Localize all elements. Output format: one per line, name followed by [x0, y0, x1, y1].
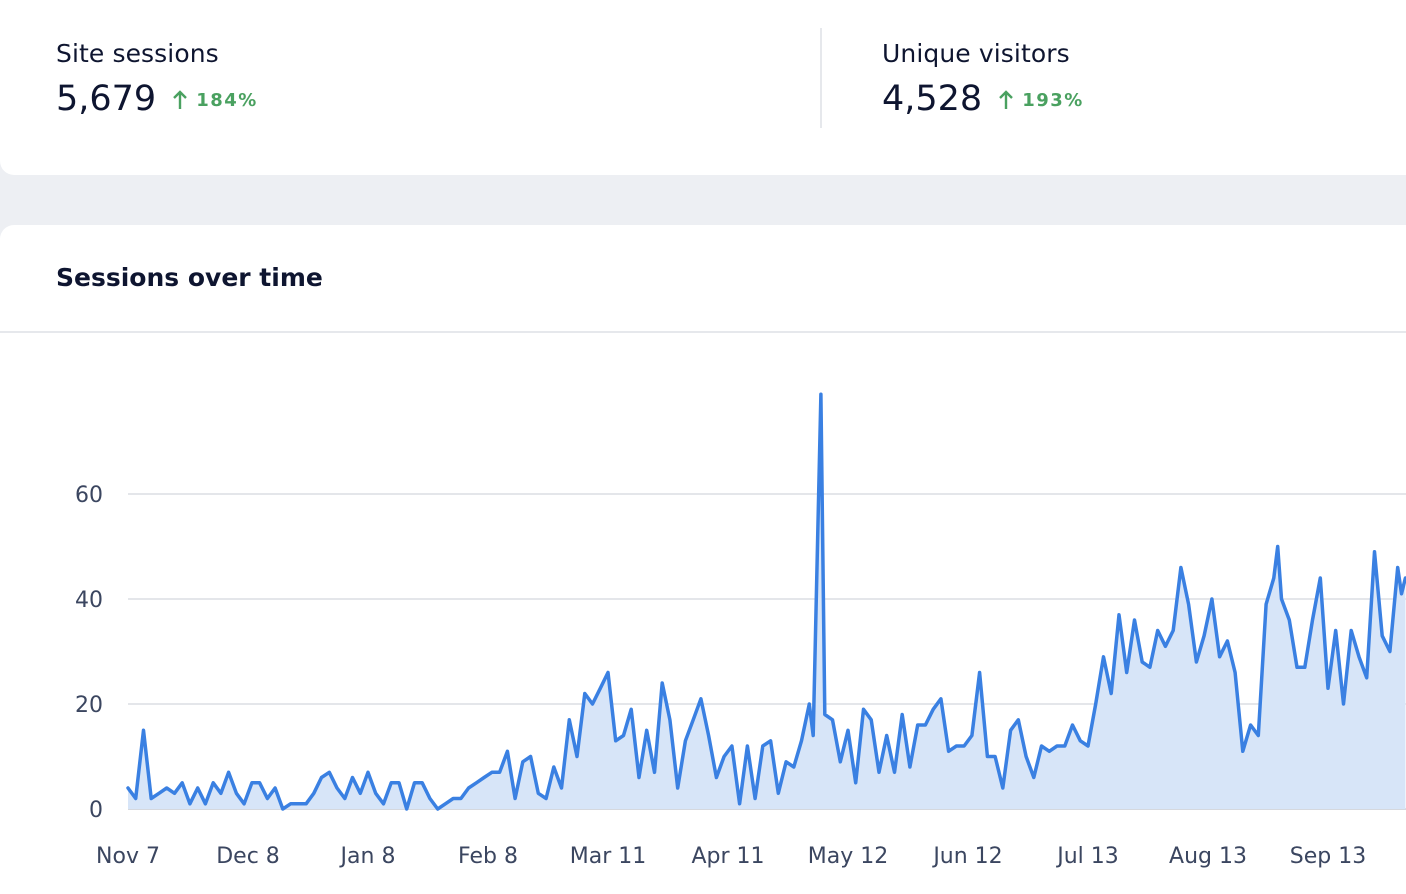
kpi-value: 4,528 — [882, 79, 983, 119]
x-tick-label: May 12 — [808, 844, 888, 869]
x-tick-label: Apr 11 — [691, 844, 764, 869]
kpi-value: 5,679 — [56, 79, 157, 119]
kpi-change: 193% — [998, 90, 1084, 111]
y-tick-label: 20 — [75, 693, 103, 718]
sessions-chart[interactable]: 0 20 40 60 Nov 7 Dec 8 Jan 8 Feb 8 Mar 11 Apr 11 M… — [0, 333, 1406, 894]
kpi-change: 184% — [172, 90, 258, 111]
kpi-change-value: 193% — [1022, 89, 1084, 111]
kpi-label: Site sessions — [56, 39, 219, 68]
chart-title: Sessions over time — [56, 263, 323, 292]
divider — [0, 331, 1406, 333]
x-tick-label: Jun 12 — [931, 844, 1002, 869]
x-tick-label: Nov 7 — [96, 844, 160, 869]
kpi-change-value: 184% — [196, 89, 258, 111]
x-tick-label: Dec 8 — [216, 844, 280, 869]
kpi-label: Unique visitors — [882, 39, 1070, 68]
x-tick-label: Aug 13 — [1169, 844, 1247, 869]
sessions-line — [126, 392, 1406, 811]
x-tick-label: Jan 8 — [339, 844, 396, 869]
y-tick-label: 0 — [89, 798, 103, 823]
sessions-area — [128, 394, 1406, 809]
kpi-site-sessions: Site sessions 5,679 184% — [56, 38, 258, 120]
x-tick-label: Sep 13 — [1290, 844, 1366, 869]
kpi-card: Site sessions 5,679 184% Unique visitors… — [0, 0, 1406, 175]
x-tick-label: Jul 13 — [1055, 844, 1119, 869]
y-tick-label: 40 — [75, 588, 103, 613]
arrow-up-icon — [173, 90, 188, 109]
kpi-unique-visitors: Unique visitors 4,528 193% — [882, 38, 1084, 120]
x-tick-label: Mar 11 — [570, 844, 647, 869]
x-tick-label: Feb 8 — [458, 844, 518, 869]
arrow-up-icon — [999, 90, 1014, 109]
divider — [820, 28, 822, 128]
y-tick-label: 60 — [75, 483, 103, 508]
